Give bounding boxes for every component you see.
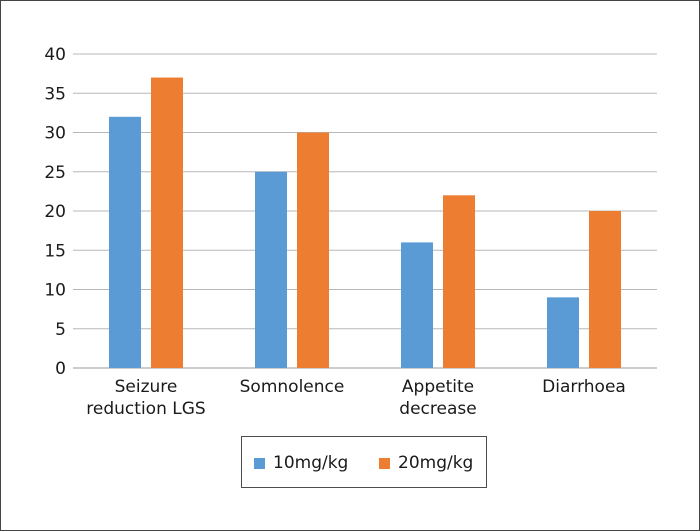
x-category-label: Seizure reduction LGS	[86, 377, 205, 419]
y-tick-label: 40	[44, 45, 66, 65]
y-tick-label: 30	[44, 124, 66, 144]
y-tick-label: 35	[44, 84, 66, 104]
y-tick-label: 20	[44, 202, 66, 222]
bar-10mg-0	[109, 116, 141, 368]
legend-swatch-20mg	[379, 457, 390, 469]
y-tick-label: 0	[55, 359, 66, 379]
legend-label-20mg: 20mg/kg	[398, 453, 474, 473]
bar-20mg-1	[297, 132, 329, 368]
y-tick-label: 15	[44, 241, 66, 261]
legend-item-10mg: 10mg/kg	[254, 453, 348, 473]
legend-label-10mg: 10mg/kg	[273, 453, 349, 473]
x-category-label: Somnolence	[240, 377, 345, 397]
legend: 10mg/kg 20mg/kg	[241, 436, 487, 488]
y-tick-label: 10	[44, 281, 66, 301]
bar-10mg-1	[255, 171, 287, 368]
bar-20mg-2	[443, 195, 475, 368]
bar-20mg-0	[151, 77, 183, 369]
y-tick-label: 25	[44, 163, 66, 183]
bar-10mg-3	[547, 297, 579, 368]
x-category-label: Appetite decrease	[399, 377, 476, 419]
legend-item-20mg: 20mg/kg	[379, 453, 473, 473]
x-category-label: Diarrhoea	[542, 377, 626, 397]
bar-10mg-2	[401, 242, 433, 368]
bar-20mg-3	[589, 211, 621, 368]
legend-swatch-10mg	[254, 457, 265, 469]
y-tick-label: 5	[55, 320, 66, 340]
